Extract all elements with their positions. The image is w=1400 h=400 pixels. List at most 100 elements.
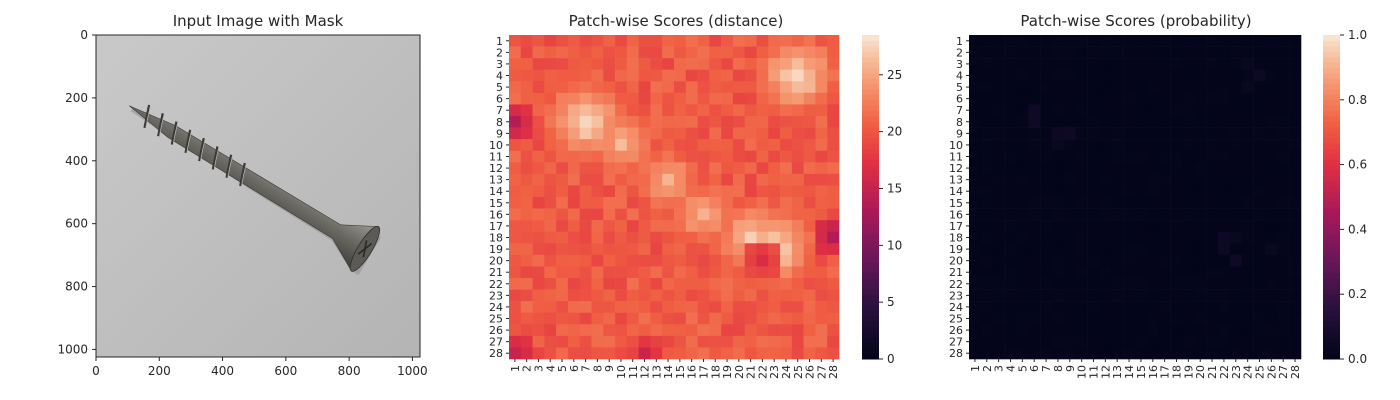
heatmap-cell [615,301,628,314]
heatmap-cell [591,69,604,82]
heatmap-cell [1218,58,1231,71]
colorbar-segment [1323,94,1340,101]
heatmap-cell [1158,35,1171,47]
heatmap-cell [1253,301,1266,314]
heatmap-cell [1063,220,1077,233]
heatmap-cell [1158,139,1171,152]
heatmap-cell [709,46,722,59]
colorbar-segment [1323,67,1340,74]
y-tick-label: 17 [949,220,963,233]
heatmap-cell [650,266,663,279]
x-tick-label: 3 [532,365,545,372]
colorbar-segment [1323,45,1340,52]
heatmap-cell [685,81,698,94]
heatmap-cell [1277,243,1290,256]
heatmap-cell [1123,231,1136,244]
x-tick-label: 16 [1147,365,1160,379]
heatmap-cell [1099,301,1112,314]
heatmap-cell [1016,335,1029,348]
heatmap-cell [1004,69,1017,82]
heatmap-cell [509,46,522,59]
heatmap-cell [732,335,746,348]
heatmap-cell [674,104,687,117]
heatmap-cell [1241,266,1254,279]
y-tick-label: 14 [489,185,503,198]
colorbar-segment [1323,186,1340,193]
colorbar-segment [1323,299,1340,306]
heatmap-cell [1040,312,1053,325]
heatmap-cell [685,116,698,128]
heatmap-cell [556,289,569,302]
heatmap-cell [780,46,793,59]
heatmap-cell [1229,150,1243,163]
heatmap-cell [1135,46,1148,59]
heatmap-cell [768,162,781,175]
heatmap-cell [1241,92,1254,105]
heatmap-cell [1040,335,1053,348]
heatmap-cell [509,139,522,152]
heatmap-cell [1289,208,1302,221]
heatmap-cell [579,335,592,348]
x-tick-label: 5 [556,365,569,372]
heatmap-cell [709,208,722,221]
heatmap-cell [556,266,569,279]
heatmap-cell [969,58,982,71]
heatmap-cell [1289,173,1302,186]
heatmap-cell [1040,127,1053,140]
heatmap-cell [532,150,545,163]
heatmap-cell [1028,289,1041,302]
heatmap-cell [1099,335,1112,348]
heatmap-cell [768,254,781,267]
heatmap-cell [638,162,651,175]
heatmap-cell [1075,127,1088,140]
heatmap-cell [1004,104,1017,117]
heatmap-cell [615,81,628,94]
heatmap-cell [827,185,840,198]
heatmap-cell [1052,35,1065,47]
heatmap-cell [992,278,1005,290]
heatmap-cell [1229,347,1243,360]
y-tick-label: 5 [956,81,963,94]
heatmap-cell [1170,58,1183,71]
heatmap-cell [650,46,663,59]
heatmap-cell [567,335,581,348]
heatmap-cell [509,220,522,233]
heatmap-cell [591,301,604,314]
heatmap-cell [992,162,1005,175]
heatmap-cell [1206,347,1219,360]
heatmap-cell [791,185,804,198]
heatmap-cell [1135,92,1148,105]
heatmap-cell [1123,289,1136,302]
heatmap-cell [1052,139,1065,152]
heatmap-cell [980,301,994,314]
colorbar-tick-label: 0.0 [1348,352,1367,366]
heatmap-cell [697,127,710,140]
colorbar-segment [1323,121,1340,128]
colorbar-segment [862,342,879,349]
heatmap-cell [791,220,804,233]
heatmap-cell [1277,46,1290,59]
heatmap-cell [1146,197,1160,209]
heatmap-cell [768,208,781,221]
x-tick-label: 24 [1242,365,1255,379]
heatmap-cell [827,254,840,267]
colorbar-segment [862,256,879,263]
heatmap-cell [1229,231,1243,244]
heatmap-cell [969,301,982,314]
x-tick-label: 1 [969,365,982,372]
heatmap-cell [1087,81,1100,94]
heatmap-cell [662,335,675,348]
heatmap-cell [1111,289,1124,302]
heatmap-cell [1158,173,1171,186]
heatmap-cell [1158,301,1171,314]
heatmap-cell [721,92,734,105]
heatmap-cell [1028,312,1041,325]
heatmap-cell [544,173,557,186]
heatmap-cell [520,335,533,348]
heatmap-cell [544,243,557,256]
heatmap-cell [980,81,994,94]
heatmap-cell [1123,104,1136,117]
heatmap-cell [1016,197,1029,209]
heatmap-cell [1052,231,1065,244]
heatmap-cell [992,347,1005,360]
